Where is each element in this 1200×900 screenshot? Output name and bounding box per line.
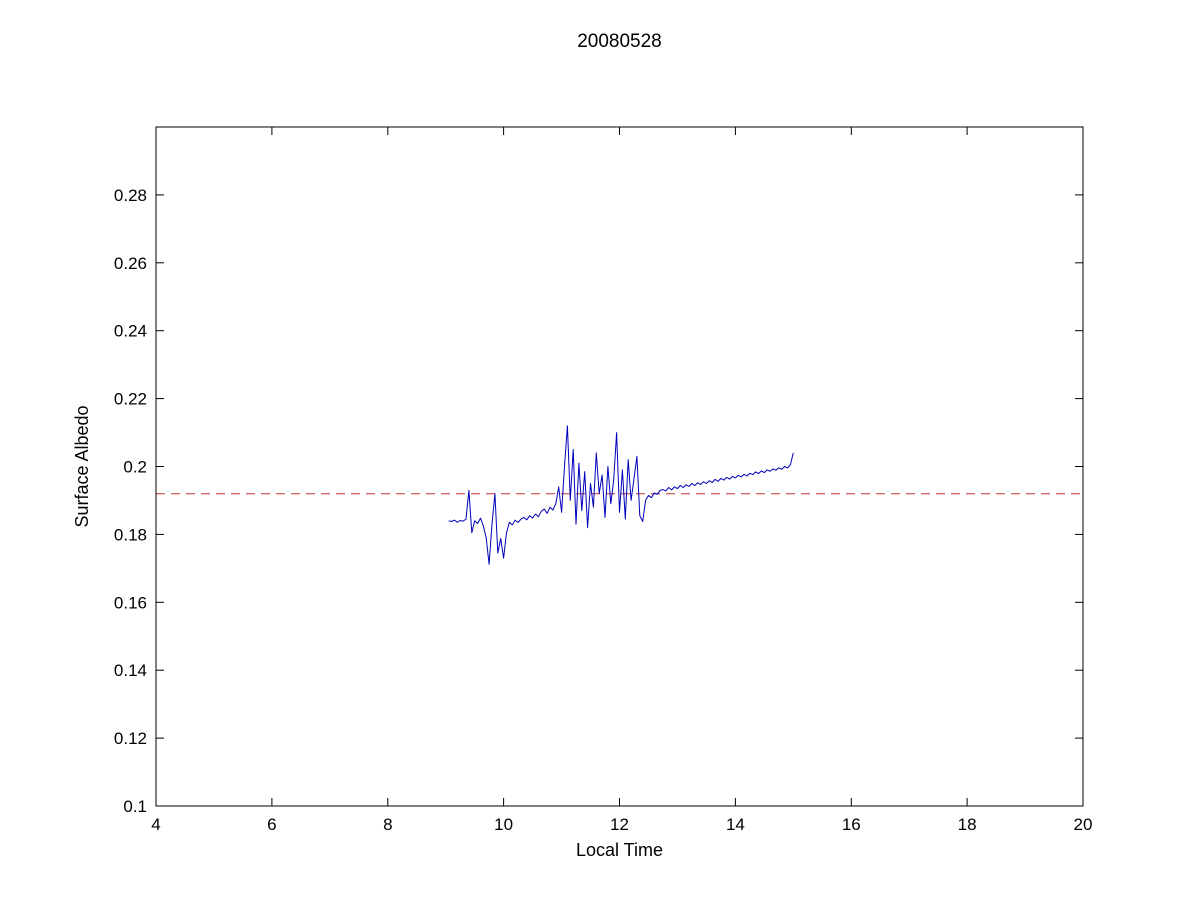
chart-title: 20080528 (577, 31, 662, 52)
x-tick-label: 14 (726, 815, 745, 834)
x-tick-label: 4 (151, 815, 160, 834)
y-tick-label: 0.14 (114, 661, 147, 680)
y-tick-label: 0.28 (114, 186, 147, 205)
x-tick-label: 20 (1074, 815, 1093, 834)
y-tick-label: 0.24 (114, 322, 147, 341)
y-axis-label: Surface Albedo (72, 405, 92, 527)
y-tick-label: 0.2 (123, 458, 147, 477)
x-tick-label: 12 (610, 815, 629, 834)
x-tick-label: 8 (383, 815, 392, 834)
y-tick-label: 0.16 (114, 593, 147, 612)
y-tick-label: 0.18 (114, 525, 147, 544)
y-tick-label: 0.26 (114, 254, 147, 273)
x-tick-label: 10 (494, 815, 513, 834)
y-tick-label: 0.1 (123, 797, 147, 816)
x-tick-label: 16 (842, 815, 861, 834)
plot-area: 4 6 8 10 12 14 16 18 20 0.1 0.12 0.14 0.16 0.18 0.2 0.2… (114, 126, 1093, 834)
axis-box (155, 126, 1084, 807)
y-tick-label: 0.22 (114, 390, 147, 409)
x-tick-label: 18 (958, 815, 977, 834)
x-tick-label: 6 (267, 815, 276, 834)
x-axis-label: Local Time (576, 840, 663, 860)
surface-albedo-line (448, 425, 794, 565)
y-tick-label: 0.12 (114, 729, 147, 748)
